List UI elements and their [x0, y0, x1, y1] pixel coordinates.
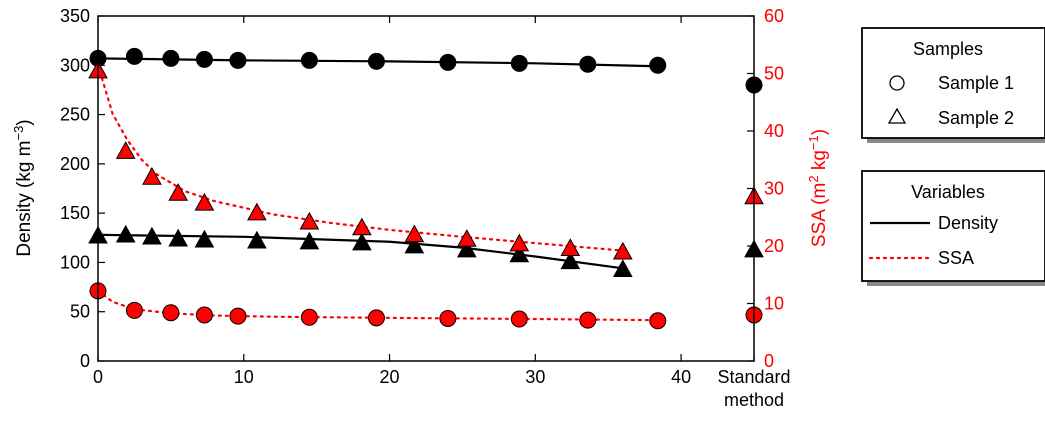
y-right-tick-label: 50	[764, 64, 784, 84]
sample-2-ssa-point	[194, 192, 215, 211]
sample-1-density-fit-line	[97, 57, 658, 68]
x-tick-label: 0	[93, 367, 103, 387]
sample-1-density-point	[300, 51, 318, 69]
y-right-tick-label: 40	[764, 121, 784, 141]
sample-1-density-point	[367, 52, 385, 70]
y-left-tick-label: 350	[60, 6, 90, 26]
y-right-tick-label: 0	[764, 351, 774, 371]
y-right-tick-label: 20	[764, 236, 784, 256]
sample-2-density-point	[115, 224, 136, 243]
legend-samples: Samples Sample 1 Sample 2	[861, 27, 1045, 143]
sample-2-density-point	[509, 244, 530, 263]
sample-2-ssa-point	[299, 211, 320, 230]
y-right-label: SSA (m2 kg−1)	[806, 129, 830, 247]
sample-1-ssa-point	[579, 311, 597, 329]
x-tick-label: 40	[671, 367, 691, 387]
y-left-tick-label: 300	[60, 55, 90, 75]
sample-2-ssa-point	[168, 183, 189, 201]
y-left-tick-label: 0	[80, 351, 90, 371]
sample-2-ssa-point	[612, 241, 633, 260]
sample-1-ssa-point	[229, 307, 247, 325]
sample-2-ssa-point	[142, 166, 162, 185]
plot-data	[88, 47, 764, 330]
sample-2-ssa-point	[247, 202, 267, 221]
sample-1-density-point	[195, 50, 213, 68]
legend-variables-title: Variables	[911, 182, 985, 202]
sample-1-density-point	[229, 51, 247, 69]
sample-2-ssa-point	[115, 141, 136, 159]
sample-1-density-point	[125, 47, 143, 65]
y-right-tick-label: 60	[764, 6, 784, 26]
sample-1-density-point	[649, 56, 667, 74]
sample-1-ssa-point	[300, 308, 318, 326]
y-right-label-end: )	[809, 129, 830, 135]
legend-variables: Variables Density SSA	[861, 170, 1045, 286]
sample-1-density-point	[439, 53, 457, 71]
legend-ssa-label: SSA	[938, 248, 974, 268]
y-left-tick-label: 100	[60, 252, 90, 272]
sample-2-density-point	[612, 259, 633, 278]
x-standard-label-line2: method	[724, 390, 784, 410]
sample-2-density-point	[352, 232, 372, 251]
sample-1-density-point	[579, 55, 597, 73]
sample-2-density-point	[247, 230, 267, 249]
sample-2-ssa-point	[352, 217, 372, 236]
y-left-label: Density (kg m−3)	[11, 119, 35, 256]
y-left-tick-label: 150	[60, 203, 90, 223]
sample-2-density-point	[456, 239, 477, 258]
sample-2-density-point	[404, 235, 425, 254]
sample-2-density-point	[168, 228, 189, 247]
y-left-tick-label: 200	[60, 154, 90, 174]
legend-sample-2-label: Sample 2	[938, 108, 1014, 128]
sample-2-density-point	[299, 231, 320, 250]
legend-sample-1-label: Sample 1	[938, 73, 1014, 93]
y-right-label-sup2: −1	[806, 135, 821, 150]
sample-1-ssa-point	[439, 309, 457, 327]
y-right-label-sup1: 2	[806, 175, 821, 182]
y-left-label-end: )	[14, 119, 35, 125]
sample-2-density-point	[194, 229, 215, 248]
sample-2-ssa-point	[456, 229, 477, 247]
legend-variables-box	[861, 170, 1045, 282]
legend-samples-box	[861, 27, 1045, 139]
y-right-tick-label: 30	[764, 179, 784, 199]
legend-triangle-marker	[887, 107, 907, 124]
legend-density-label: Density	[938, 213, 998, 233]
legend-samples-title: Samples	[913, 39, 983, 59]
sample-1-ssa-point	[125, 301, 143, 319]
sample-1-ssa-point	[649, 312, 667, 330]
sample-2-ssa-point	[509, 233, 530, 252]
y-right-label-mid: kg	[809, 150, 830, 175]
y-left-tick-label: 250	[60, 105, 90, 125]
sample-1-density-point	[162, 49, 180, 67]
y-left-label-sup: −3	[11, 126, 26, 141]
sample-2-ssa-point	[404, 224, 425, 243]
sample-2-density-point	[560, 251, 581, 270]
sample-1-ssa-point	[367, 309, 385, 327]
sample-2-ssa-fit-line	[96, 63, 624, 252]
y-right-tick-label: 10	[764, 294, 784, 314]
x-standard-label-line1: Standard	[717, 367, 790, 387]
sample-2-density-fit-line	[97, 233, 623, 270]
sample-1-ssa-point	[510, 310, 528, 328]
x-tick-label: 30	[525, 367, 545, 387]
sample-1-density-point	[510, 54, 528, 72]
y-left-tick-label: 50	[70, 302, 90, 322]
sample-1-ssa-point	[162, 304, 180, 322]
sample-1-ssa-fit-line	[96, 289, 659, 322]
sample-2-ssa-point	[560, 238, 581, 256]
axes: 0 10 20 30 40 Standardmethod05010015020025030…	[60, 6, 791, 410]
x-tick-label: 20	[380, 367, 400, 387]
sample-2-density-point	[142, 226, 162, 245]
x-tick-label: 10	[234, 367, 254, 387]
legend-circle-marker	[889, 75, 905, 91]
sample-1-ssa-point	[195, 306, 213, 324]
